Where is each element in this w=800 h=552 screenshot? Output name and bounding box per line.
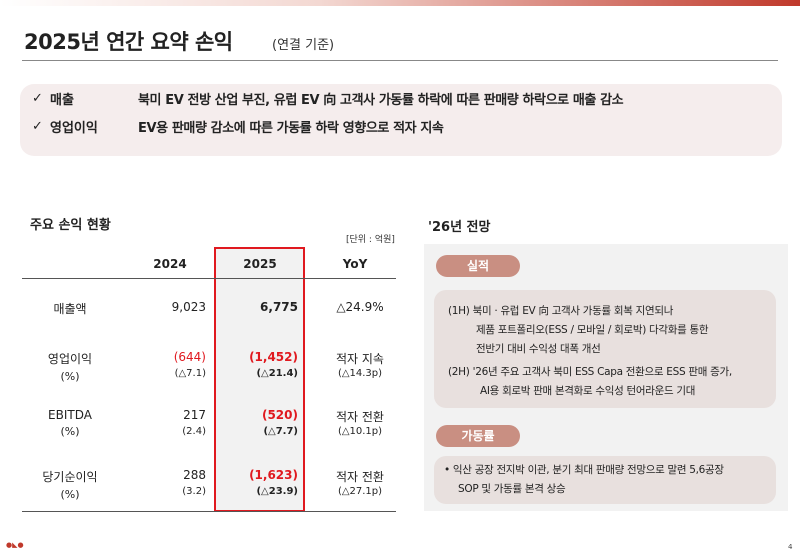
page-subtitle: (연결 기준)	[272, 38, 335, 53]
row-label-ebitda: EBITDA (%)	[30, 408, 110, 438]
revenue-yoy: △24.9%	[336, 300, 384, 314]
page-title: 2025년 연간 요약 손익	[24, 30, 233, 54]
ebitda-margin-2025: (△7.7)	[263, 426, 298, 437]
checkmark-icon: ✓	[32, 118, 43, 134]
page-number: 4	[788, 543, 793, 551]
performance-line: 전반기 대비 수익성 대폭 개선	[476, 343, 601, 355]
row-label-net-income: 당기순이익 (%)	[30, 468, 110, 501]
table-title: 주요 손익 현황	[30, 218, 111, 233]
ebitda-margin-yoy: (△10.1p)	[337, 426, 383, 437]
utilization-pill: 가동률	[436, 425, 520, 447]
table-bottom-rule	[22, 511, 396, 512]
net-income-2024: 288	[183, 468, 206, 482]
title-divider	[22, 60, 778, 61]
row-label-operating-profit: 영업이익 (%)	[30, 350, 110, 383]
row-label-text: 영업이익	[47, 352, 93, 366]
ebitda-yoy: 적자 전환	[336, 410, 384, 424]
op-profit-2024: (644)	[173, 350, 206, 364]
utilization-card: • 익산 공장 전지박 이관, 분기 최대 판매량 전망으로 말련 5,6공장 …	[434, 456, 776, 504]
column-header-yoy: YoY	[342, 257, 368, 271]
op-profit-2025: (1,452)	[249, 350, 298, 364]
net-income-2025: (1,623)	[249, 468, 298, 482]
summary-text: EV용 판매량 감소에 따른 가동률 하락 영향으로 적자 지속	[138, 120, 444, 136]
unit-label: [단위 : 억원]	[346, 235, 395, 245]
row-sublabel: (%)	[60, 370, 80, 383]
op-margin-yoy: (△14.3p)	[337, 368, 383, 379]
checkmark-icon: ✓	[32, 90, 43, 106]
performance-card: (1H) 북미 · 유럽 EV 向 고객사 가동률 회복 지연되나 제품 포트폴…	[434, 290, 776, 408]
summary-box: ✓ 매출 북미 EV 전방 산업 부진, 유럽 EV 向 고객사 가동률 하락에…	[20, 84, 782, 156]
net-margin-2024: (3.2)	[182, 486, 206, 497]
net-margin-2025: (△23.9)	[256, 486, 298, 497]
revenue-2025: 6,775	[260, 300, 298, 314]
outlook-panel: 실적 (1H) 북미 · 유럽 EV 向 고객사 가동률 회복 지연되나 제품 …	[424, 244, 788, 511]
utilization-line: • 익산 공장 전지박 이관, 분기 최대 판매량 전망으로 말련 5,6공장	[444, 464, 724, 476]
column-header-2025: 2025	[243, 257, 277, 271]
ebitda-2025: (520)	[261, 408, 298, 422]
row-label-text: 당기순이익	[42, 470, 98, 484]
row-sublabel: (%)	[60, 425, 80, 438]
row-label-revenue: 매출액	[53, 302, 87, 316]
net-income-yoy: 적자 전환	[336, 470, 384, 484]
row-label-text: EBITDA	[48, 408, 92, 422]
top-accent-bar	[0, 0, 800, 6]
summary-text: 북미 EV 전방 산업 부진, 유럽 EV 向 고객사 가동률 하락에 따른 판…	[138, 92, 624, 108]
performance-pill: 실적	[436, 255, 520, 277]
column-header-2024: 2024	[153, 257, 187, 271]
ebitda-2024: 217	[183, 408, 206, 422]
op-margin-2024: (△7.1)	[174, 368, 206, 379]
op-profit-yoy: 적자 지속	[336, 352, 384, 366]
revenue-2024: 9,023	[171, 300, 206, 314]
performance-line: (2H) '26년 주요 고객사 북미 ESS Capa 전환으로 ESS 판매…	[448, 366, 732, 378]
summary-label: 영업이익	[50, 120, 98, 136]
performance-line: (1H) 북미 · 유럽 EV 向 고객사 가동률 회복 지연되나	[448, 305, 674, 317]
op-margin-2025: (△21.4)	[256, 368, 298, 379]
utilization-line: SOP 및 가동률 본격 상승	[458, 483, 566, 495]
summary-label: 매출	[50, 92, 74, 108]
footer-logo-marks: ●◣●	[6, 541, 24, 549]
performance-line: 제품 포트폴리오(ESS / 모바일 / 회로박) 다각화를 통한	[476, 324, 709, 336]
ebitda-margin-2024: (2.4)	[182, 426, 206, 437]
net-margin-yoy: (△27.1p)	[337, 486, 383, 497]
table-header-rule	[22, 278, 396, 279]
outlook-title: '26년 전망	[428, 220, 491, 235]
performance-line: AI용 회로박 판매 본격화로 수익성 턴어라운드 기대	[480, 385, 696, 397]
row-sublabel: (%)	[60, 488, 80, 501]
